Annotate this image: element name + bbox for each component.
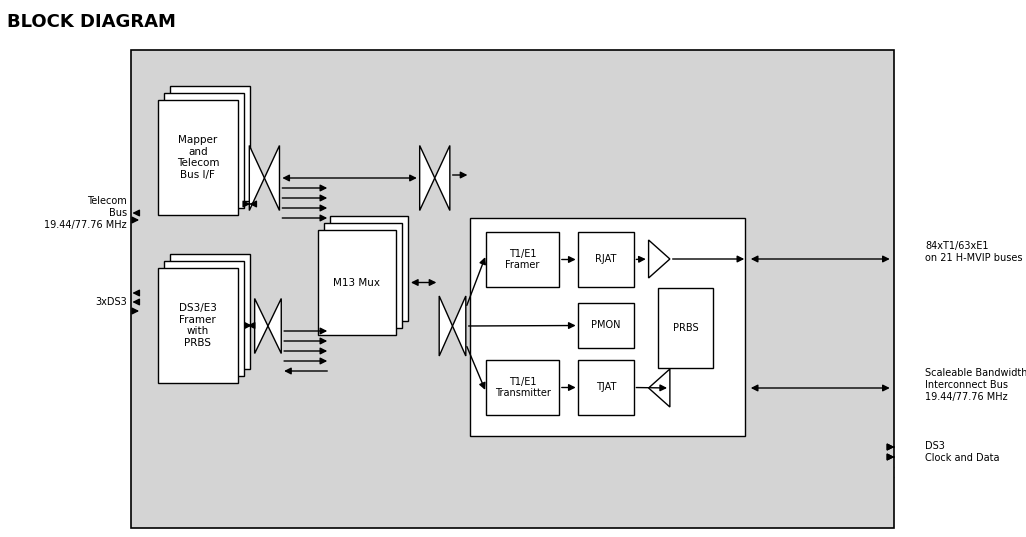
Text: RJAT: RJAT [595, 255, 617, 265]
Polygon shape [268, 299, 281, 353]
Text: Telecom
Bus
19.44/77.76 MHz: Telecom Bus 19.44/77.76 MHz [44, 197, 127, 230]
Text: DS3/E3
Framer
with
PRBS: DS3/E3 Framer with PRBS [179, 303, 216, 348]
Bar [170, 86, 250, 201]
Bar [164, 93, 244, 208]
Text: TJAT: TJAT [596, 382, 617, 393]
Text: T1/E1
Framer: T1/E1 Framer [506, 249, 540, 270]
Text: PMON: PMON [591, 321, 621, 330]
Text: BLOCK DIAGRAM: BLOCK DIAGRAM [7, 13, 176, 31]
Polygon shape [648, 240, 670, 278]
Bar [659, 288, 713, 368]
Bar [131, 50, 895, 528]
Bar [318, 230, 396, 335]
Bar [158, 100, 238, 215]
Bar [470, 218, 745, 436]
Bar [579, 303, 633, 348]
Text: 3xDS3: 3xDS3 [95, 297, 127, 307]
Text: DS3
Clock and Data: DS3 Clock and Data [925, 441, 1000, 463]
Bar [486, 232, 559, 287]
Polygon shape [265, 146, 279, 211]
Polygon shape [452, 296, 466, 356]
Text: PRBS: PRBS [673, 323, 699, 333]
Bar [170, 254, 250, 369]
Text: Mapper
and
Telecom
Bus I/F: Mapper and Telecom Bus I/F [176, 135, 220, 180]
Bar [486, 360, 559, 415]
Bar [579, 232, 633, 287]
Polygon shape [254, 299, 268, 353]
Text: T1/E1
Transmitter: T1/E1 Transmitter [495, 376, 551, 398]
Bar [324, 223, 402, 328]
Bar [158, 268, 238, 383]
Bar [164, 261, 244, 376]
Polygon shape [439, 296, 452, 356]
Text: M13 Mux: M13 Mux [333, 278, 381, 287]
Bar [330, 216, 408, 321]
Polygon shape [435, 146, 449, 211]
Polygon shape [648, 369, 670, 407]
Bar [579, 360, 633, 415]
Text: Scaleable Bandwidth
Interconnect Bus
19.44/77.76 MHz: Scaleable Bandwidth Interconnect Bus 19.… [925, 368, 1026, 402]
Text: 84xT1/63xE1
on 21 H-MVIP buses: 84xT1/63xE1 on 21 H-MVIP buses [925, 241, 1023, 263]
Polygon shape [420, 146, 435, 211]
Polygon shape [249, 146, 265, 211]
